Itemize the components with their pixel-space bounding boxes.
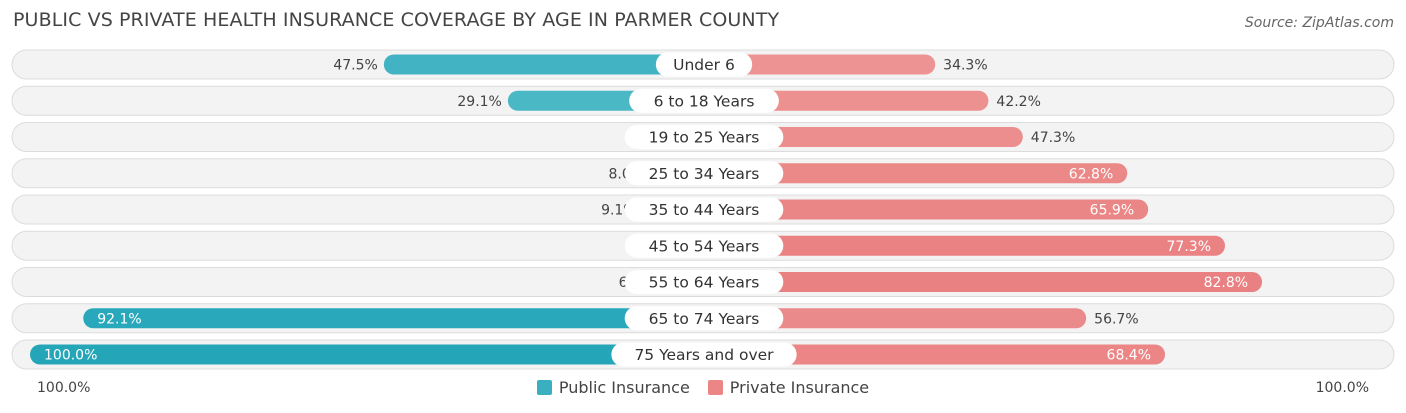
- chart-title: PUBLIC VS PRIVATE HEALTH INSURANCE COVER…: [13, 9, 780, 31]
- data-label-private: 68.4%: [1107, 348, 1151, 364]
- category-label: 19 to 25 Years: [649, 129, 760, 147]
- category-label: 25 to 34 Years: [649, 165, 760, 183]
- category-pill: [624, 161, 784, 186]
- category-pill: [655, 52, 753, 77]
- category-label: 65 to 74 Years: [649, 310, 760, 328]
- axis-right-label: 100.0%: [1315, 380, 1369, 396]
- legend-swatch-public: [536, 380, 552, 395]
- category-label: 55 to 64 Years: [649, 274, 760, 292]
- axis-left-label: 100.0%: [37, 380, 91, 396]
- category-pill: [624, 306, 784, 331]
- data-label-public: 47.5%: [333, 58, 377, 74]
- category-label: 6 to 18 Years: [654, 92, 755, 110]
- category-pill: [611, 342, 797, 367]
- bar-private: [704, 163, 1128, 184]
- category-pill: [624, 270, 784, 294]
- data-label-private: 34.3%: [943, 58, 987, 74]
- bar-private: [704, 344, 1166, 365]
- data-label-private: 42.2%: [996, 94, 1040, 110]
- legend-label-public: Public Insurance: [558, 378, 690, 397]
- bar-public: [383, 54, 704, 75]
- bar-public: [83, 308, 705, 329]
- legend: Public Insurance Private Insurance: [0, 378, 1406, 397]
- data-label-private: 47.3%: [1031, 130, 1075, 146]
- bar-private: [704, 199, 1149, 220]
- legend-item-private: Private Insurance: [707, 378, 870, 397]
- data-label-public: 92.1%: [97, 311, 141, 327]
- category-label: 35 to 44 Years: [649, 201, 760, 219]
- data-label-private: 77.3%: [1167, 239, 1211, 255]
- legend-item-public: Public Insurance: [536, 378, 690, 397]
- legend-label-private: Private Insurance: [729, 378, 870, 397]
- source-label: Source: ZipAtlas.com: [1244, 15, 1394, 31]
- data-label-private: 65.9%: [1090, 203, 1134, 219]
- category-label: 75 Years and over: [634, 346, 774, 364]
- data-label-private: 82.8%: [1204, 275, 1248, 291]
- legend-swatch-private: [707, 380, 723, 395]
- bar-public: [30, 344, 704, 365]
- data-label-private: 56.7%: [1094, 311, 1138, 327]
- data-label-public: 29.1%: [457, 94, 501, 110]
- category-pill: [624, 125, 784, 149]
- category-pill: [624, 233, 784, 258]
- category-pill: [624, 197, 784, 222]
- bar-private: [704, 308, 1087, 329]
- data-label-public: 100.0%: [44, 348, 97, 364]
- bar-private: [704, 272, 1263, 292]
- bar-private: [704, 235, 1226, 256]
- bar-private: [704, 127, 1023, 147]
- data-label-private: 62.8%: [1069, 166, 1113, 182]
- category-label: Under 6: [673, 56, 735, 74]
- category-label: 45 to 54 Years: [649, 237, 760, 255]
- category-pill: [629, 88, 779, 113]
- bar-private: [704, 54, 936, 75]
- bar-chart: 47.5% 34.3% Under 6 29.1% 42.2% 6 to 18 Years…: [11, 49, 1395, 370]
